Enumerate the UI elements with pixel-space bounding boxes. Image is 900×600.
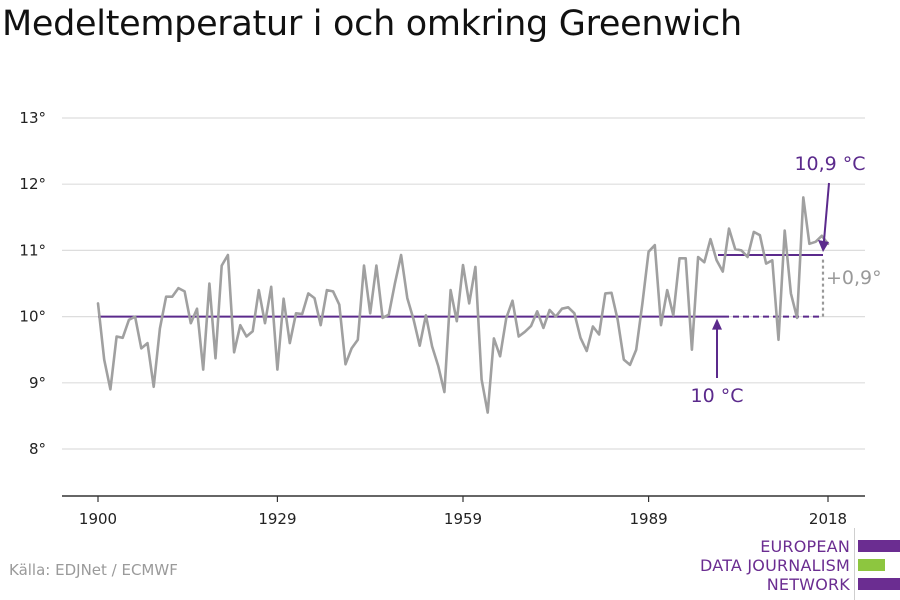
x-tick-label: 2018	[809, 510, 847, 528]
label-ref-low: 10 °C	[691, 385, 744, 407]
arrow-recent-shaft	[822, 182, 830, 244]
x-tick-label: 1929	[258, 510, 296, 528]
logo-text-line2: DATA JOURNALISM	[700, 556, 850, 575]
logo-text-line3: NETWORK	[766, 575, 850, 594]
chart-title: Medeltemperatur i och omkring Greenwich	[2, 4, 742, 44]
arrow-recent-head	[818, 240, 829, 253]
logo-text-line1: EUROPEAN	[760, 537, 850, 556]
label-difference: +0,9°	[826, 267, 882, 289]
temperature-series-line	[96, 196, 830, 414]
logo-divider	[854, 528, 855, 600]
y-tick-label: 11°	[19, 241, 46, 259]
y-tick-label: 13°	[19, 109, 46, 127]
x-tick-label: 1900	[79, 510, 117, 528]
logo-bar-purple-top	[858, 540, 900, 552]
logo-bar-purple-bottom	[858, 578, 900, 590]
y-tick-label: 10°	[19, 308, 46, 326]
arrow-10-head	[712, 318, 722, 330]
y-tick-label: 12°	[19, 175, 46, 193]
x-tick-label: 1959	[444, 510, 482, 528]
y-tick-label: 9°	[29, 374, 46, 392]
label-ref-high: 10,9 °C	[794, 153, 865, 175]
y-tick-label: 8°	[29, 440, 46, 458]
logo-bar-green	[858, 559, 885, 571]
x-tick-label: 1989	[629, 510, 667, 528]
source-note: Källa: EDJNet / ECMWF	[9, 561, 178, 579]
edjnet-logo[interactable]: EUROPEAN DATA JOURNALISM NETWORK	[700, 528, 900, 600]
